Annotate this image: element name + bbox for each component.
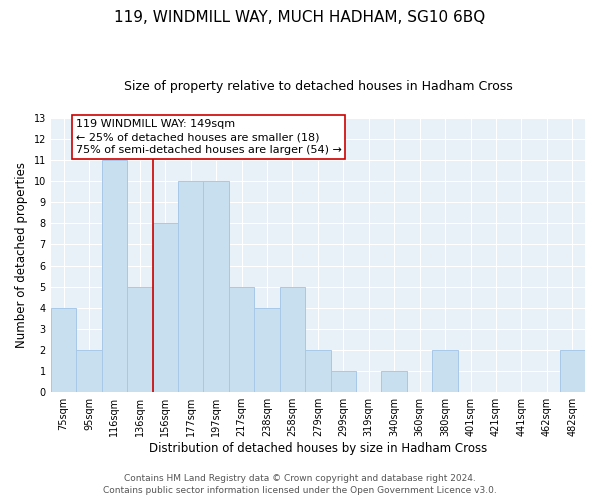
Title: Size of property relative to detached houses in Hadham Cross: Size of property relative to detached ho… bbox=[124, 80, 512, 93]
Bar bbox=[51, 308, 76, 392]
Y-axis label: Number of detached properties: Number of detached properties bbox=[15, 162, 28, 348]
Bar bbox=[229, 286, 254, 392]
Bar bbox=[382, 371, 407, 392]
Bar bbox=[560, 350, 585, 392]
Bar bbox=[331, 371, 356, 392]
Bar bbox=[433, 350, 458, 392]
Bar bbox=[76, 350, 101, 392]
Text: 119, WINDMILL WAY, MUCH HADHAM, SG10 6BQ: 119, WINDMILL WAY, MUCH HADHAM, SG10 6BQ bbox=[115, 10, 485, 25]
Text: Contains HM Land Registry data © Crown copyright and database right 2024.
Contai: Contains HM Land Registry data © Crown c… bbox=[103, 474, 497, 495]
Bar bbox=[254, 308, 280, 392]
Bar bbox=[178, 181, 203, 392]
Bar bbox=[280, 286, 305, 392]
Bar bbox=[203, 181, 229, 392]
Bar bbox=[305, 350, 331, 392]
Bar bbox=[101, 160, 127, 392]
Text: 119 WINDMILL WAY: 149sqm
← 25% of detached houses are smaller (18)
75% of semi-d: 119 WINDMILL WAY: 149sqm ← 25% of detach… bbox=[76, 119, 341, 155]
X-axis label: Distribution of detached houses by size in Hadham Cross: Distribution of detached houses by size … bbox=[149, 442, 487, 455]
Bar bbox=[152, 224, 178, 392]
Bar bbox=[127, 286, 152, 392]
